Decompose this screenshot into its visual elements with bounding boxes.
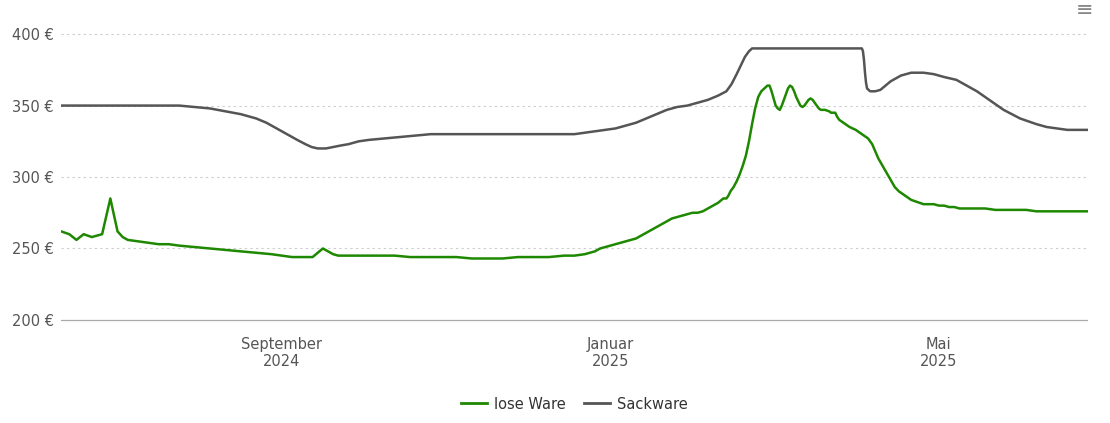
Text: ≡: ≡ xyxy=(1076,0,1093,20)
Legend: lose Ware, Sackware: lose Ware, Sackware xyxy=(455,391,694,418)
